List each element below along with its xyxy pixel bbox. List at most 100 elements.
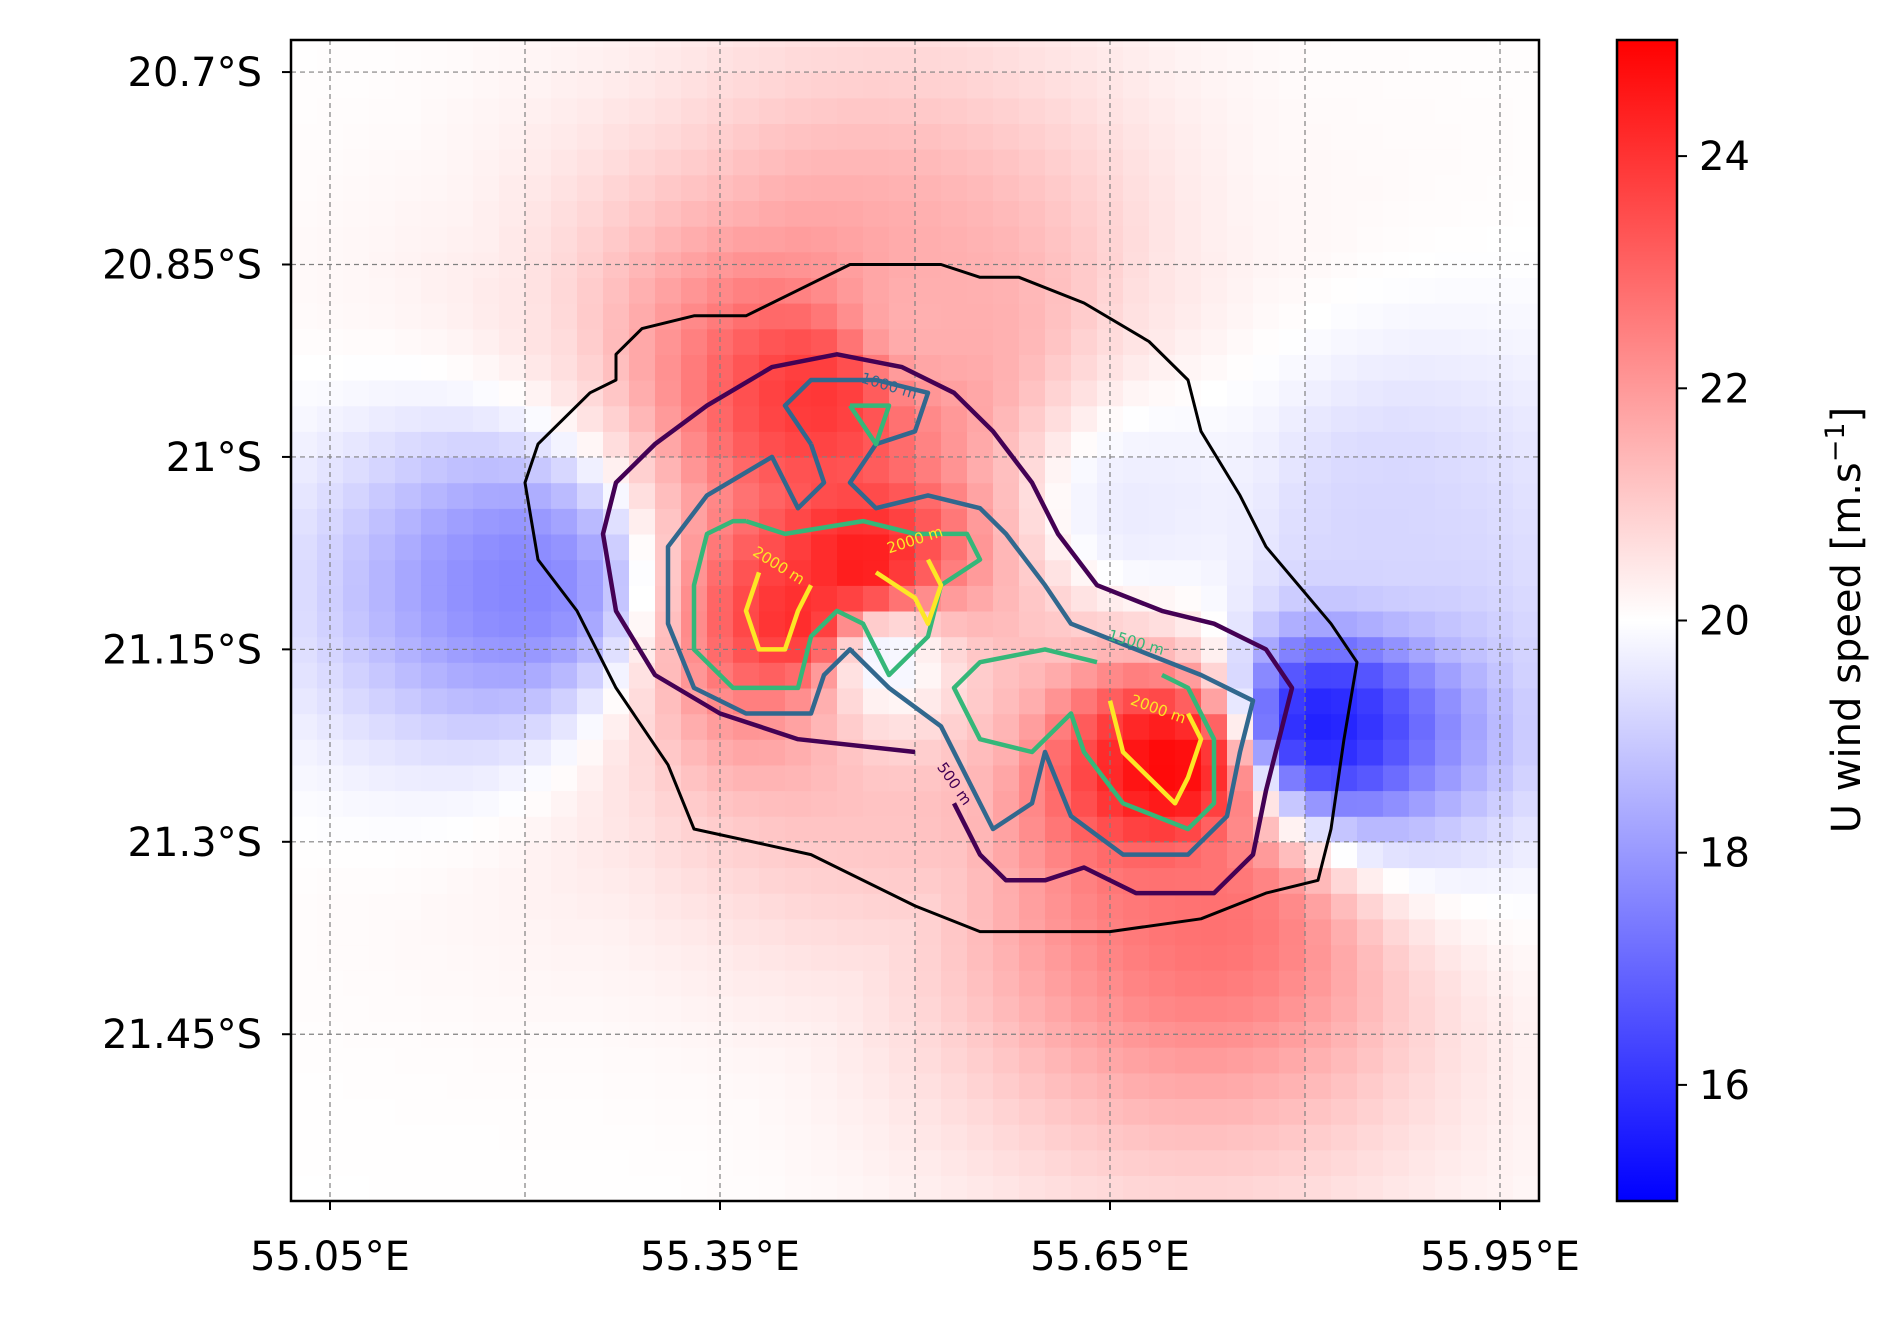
heatmap-cell xyxy=(369,508,396,535)
heatmap-cell xyxy=(1331,482,1358,509)
heatmap-cell xyxy=(473,149,500,176)
heatmap-cell xyxy=(1383,533,1410,561)
heatmap-cell xyxy=(1071,1175,1098,1201)
heatmap-cell xyxy=(915,1098,942,1125)
heatmap-cell xyxy=(1383,918,1410,946)
heatmap-cell xyxy=(577,405,604,432)
heatmap-cell xyxy=(577,97,604,124)
heatmap-cell xyxy=(1409,200,1436,227)
heatmap-cell xyxy=(421,354,448,381)
heatmap-cell xyxy=(1201,636,1228,663)
heatmap-cell xyxy=(1175,40,1202,48)
heatmap-cell xyxy=(473,867,500,894)
heatmap-cell xyxy=(1487,456,1514,484)
heatmap-cell xyxy=(1019,226,1046,253)
heatmap-cell xyxy=(941,1098,968,1125)
heatmap-cell xyxy=(655,46,682,73)
heatmap-cell xyxy=(1305,328,1332,355)
heatmap-cell xyxy=(915,200,942,227)
heatmap-cell xyxy=(525,46,552,73)
heatmap-cell xyxy=(473,1072,500,1099)
heatmap-cell xyxy=(759,687,786,715)
heatmap-cell xyxy=(1097,456,1124,484)
heatmap-cell xyxy=(551,226,578,253)
heatmap-cell xyxy=(291,380,318,407)
heatmap-cell xyxy=(1513,456,1539,484)
heatmap-cell xyxy=(1071,226,1098,253)
heatmap-cell xyxy=(681,713,708,740)
x-tick-label: 55.95°E xyxy=(1420,1234,1580,1280)
heatmap-cell xyxy=(629,1047,656,1074)
heatmap-cell xyxy=(1357,764,1384,792)
heatmap-cell xyxy=(421,687,448,715)
heatmap-cell xyxy=(915,123,942,150)
heatmap-cell xyxy=(499,867,526,894)
heatmap-cell xyxy=(967,226,994,253)
heatmap-cell xyxy=(499,174,526,201)
heatmap-cell xyxy=(1149,354,1176,381)
heatmap-cell xyxy=(551,456,578,484)
heatmap-cell xyxy=(1409,354,1436,381)
heatmap-cell xyxy=(1149,1149,1176,1176)
heatmap-cell xyxy=(993,277,1020,304)
heatmap-cell xyxy=(1357,46,1384,73)
heatmap-cell xyxy=(915,790,942,817)
heatmap-cell xyxy=(1201,1047,1228,1074)
heatmap-cell xyxy=(1487,1149,1514,1176)
heatmap-cell xyxy=(1305,226,1332,253)
heatmap-cell xyxy=(1019,328,1046,355)
heatmap-cell xyxy=(655,508,682,535)
plot-frame xyxy=(289,38,1541,1203)
heatmap-cell xyxy=(1435,687,1462,715)
heatmap-cell xyxy=(681,918,708,946)
heatmap-cell xyxy=(1227,1149,1254,1176)
heatmap-cell xyxy=(1227,1124,1254,1151)
heatmap-cell xyxy=(421,431,448,458)
heatmap-cell xyxy=(655,123,682,150)
heatmap-cell xyxy=(1331,1175,1358,1201)
heatmap-cell xyxy=(369,610,396,638)
heatmap-cell xyxy=(993,1149,1020,1176)
heatmap-cell xyxy=(1227,1098,1254,1125)
heatmap-cell xyxy=(473,893,500,920)
heatmap-cell xyxy=(499,918,526,946)
heatmap-cell xyxy=(291,585,318,612)
heatmap-cell xyxy=(395,303,422,330)
heatmap-cell xyxy=(915,662,942,689)
heatmap-cell xyxy=(1201,405,1228,432)
heatmap-cell xyxy=(421,559,448,586)
heatmap-cell xyxy=(1435,123,1462,150)
heatmap-cell xyxy=(447,431,474,458)
heatmap-cell xyxy=(1383,328,1410,355)
heatmap-cell xyxy=(395,380,422,407)
heatmap-cell xyxy=(1123,277,1150,304)
heatmap-cell xyxy=(577,1124,604,1151)
heatmap-cell xyxy=(967,328,994,355)
heatmap-cell xyxy=(785,1098,812,1125)
heatmap-cell xyxy=(603,1098,630,1125)
heatmap-cell xyxy=(655,226,682,253)
heatmap-cell xyxy=(1435,841,1462,869)
heatmap-cell xyxy=(421,303,448,330)
heatmap-cell xyxy=(1227,380,1254,407)
heatmap-cell xyxy=(1513,995,1539,1022)
heatmap-cell xyxy=(1175,1175,1202,1201)
heatmap-cell xyxy=(603,713,630,740)
heatmap-cell xyxy=(993,559,1020,586)
heatmap-cell xyxy=(551,764,578,792)
heatmap-cell xyxy=(629,431,656,458)
heatmap-cell xyxy=(1409,816,1436,843)
heatmap-cell xyxy=(473,687,500,715)
heatmap-cell xyxy=(1409,1175,1436,1201)
heatmap-cell xyxy=(395,1175,422,1201)
colorbar-tick-label: 20 xyxy=(1699,599,1750,645)
heatmap-cell xyxy=(343,816,370,843)
heatmap-cell xyxy=(1123,226,1150,253)
heatmap-cell xyxy=(603,328,630,355)
heatmap-cell xyxy=(369,970,396,997)
heatmap-cell xyxy=(967,867,994,894)
heatmap-cell xyxy=(1461,277,1488,304)
heatmap-cell xyxy=(1227,149,1254,176)
heatmap-cell xyxy=(785,1047,812,1074)
heatmap-cell xyxy=(1461,1175,1488,1201)
